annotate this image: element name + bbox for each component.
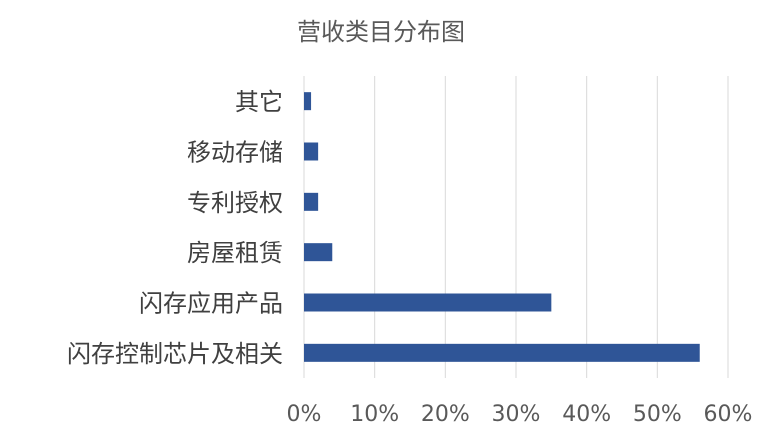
bar xyxy=(304,92,312,111)
bar xyxy=(304,293,552,312)
x-tick-label: 0% xyxy=(287,402,322,427)
category-label: 房屋租赁 xyxy=(187,239,283,267)
bar xyxy=(304,142,319,161)
gridlines xyxy=(303,76,729,378)
category-label: 闪存应用产品 xyxy=(139,290,283,318)
x-tick-label: 50% xyxy=(633,402,682,427)
category-label: 移动存储 xyxy=(187,139,283,167)
bars xyxy=(304,92,700,362)
category-labels: 闪存控制芯片及相关 闪存应用产品 房屋租赁 专利授权 移动存储 其它 xyxy=(67,88,283,368)
x-tick-label: 40% xyxy=(562,402,611,427)
category-label: 闪存控制芯片及相关 xyxy=(67,340,283,368)
category-label: 其它 xyxy=(235,88,283,116)
chart-title: 营收类目分布图 xyxy=(297,18,465,46)
x-tick-label: 10% xyxy=(350,402,399,427)
x-tick-label: 60% xyxy=(704,402,753,427)
x-tick-label: 30% xyxy=(492,402,541,427)
bar xyxy=(304,343,700,362)
bar xyxy=(304,243,333,262)
x-tick-label: 20% xyxy=(421,402,470,427)
x-axis-ticks: 0% 10% 20% 30% 40% 50% 60% xyxy=(287,402,753,427)
category-label: 专利授权 xyxy=(187,189,283,217)
bar xyxy=(304,192,319,211)
